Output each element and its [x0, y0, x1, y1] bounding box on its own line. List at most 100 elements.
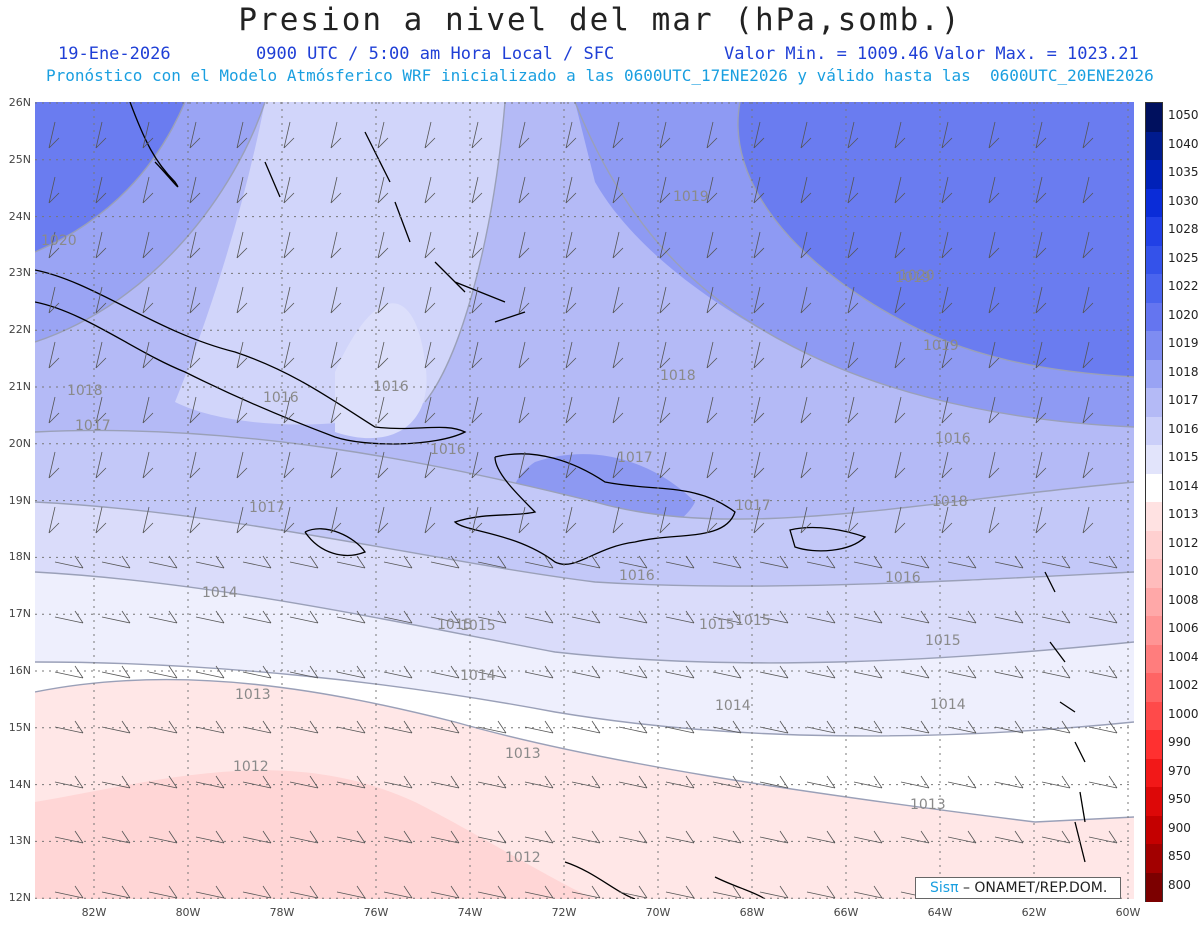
colorbar-level-label: 900 — [1168, 820, 1191, 835]
wind-barb — [477, 885, 507, 899]
wind-barb — [283, 341, 295, 369]
wind-barb — [95, 341, 107, 369]
pressure-band-1016-cuba — [335, 303, 427, 439]
wind-barb — [988, 451, 1000, 479]
wind-barb — [994, 720, 1024, 734]
wind-barb — [377, 396, 389, 424]
wind-barb — [242, 830, 272, 844]
latitude-label: 22N — [8, 323, 31, 337]
isobar-label: 1015 — [437, 617, 473, 633]
puerto-rico-coast — [789, 526, 867, 552]
wind-barb — [941, 231, 953, 259]
wind-barb — [665, 555, 695, 569]
wind-barb — [806, 885, 836, 899]
colorbar-swatch — [1146, 587, 1162, 617]
bahamas-islands — [264, 131, 526, 323]
wind-barb — [330, 286, 342, 314]
colorbar-level-label: 1012 — [1168, 535, 1199, 550]
isobar-label: 1014 — [715, 698, 751, 714]
wind-barb — [477, 610, 507, 624]
wind-barb — [712, 665, 742, 679]
wind-barb — [941, 176, 953, 204]
latitude-label: 20N — [8, 436, 31, 450]
colorbar-level-label: 1004 — [1168, 649, 1199, 664]
colorbar-level-label: 970 — [1168, 763, 1191, 778]
colorbar-level-label: 1020 — [1168, 307, 1199, 322]
longitude-label: 78W — [269, 906, 295, 919]
wind-barb — [1041, 775, 1071, 789]
wind-barb — [48, 506, 60, 534]
wind-barb — [712, 775, 742, 789]
wind-barb — [618, 830, 648, 844]
wind-barb — [377, 176, 389, 204]
wind-barb — [189, 121, 201, 149]
colorbar-swatch — [1146, 644, 1162, 674]
map-title: Presion a nivel del mar (hPa,somb.) — [238, 2, 962, 38]
wind-barb — [383, 610, 413, 624]
wind-barb — [1041, 720, 1071, 734]
wind-barb — [612, 121, 624, 149]
colorbar-level-label: 1022 — [1168, 279, 1199, 294]
wind-barb — [659, 506, 671, 534]
wind-barb — [1035, 231, 1047, 259]
wind-barb — [759, 885, 789, 899]
colorbar-level-label: 800 — [1168, 877, 1191, 892]
wind-barb — [48, 121, 60, 149]
pressure-map: 1020 1019 1019 1020 1019 1018 1018 1017 1016 1016… — [35, 102, 1134, 899]
wind-barb — [524, 830, 554, 844]
wind-barb — [377, 121, 389, 149]
wind-barb — [800, 231, 812, 259]
forecast-date: 19-Ene-2026 — [58, 44, 171, 64]
wind-barb — [383, 665, 413, 679]
wind-barb — [894, 451, 906, 479]
wind-barb — [800, 341, 812, 369]
isobar-label: 1016 — [619, 568, 655, 584]
wind-barb — [471, 396, 483, 424]
wind-barb — [1088, 720, 1118, 734]
wind-barb — [148, 720, 178, 734]
wind-barb — [377, 341, 389, 369]
pressure-band-1019-northeast — [575, 102, 1134, 427]
wind-barb — [518, 231, 530, 259]
wind-barb — [142, 506, 154, 534]
wind-barb — [712, 555, 742, 569]
isobar-label: 1014 — [930, 697, 966, 713]
wind-barb — [1088, 775, 1118, 789]
wind-barb — [48, 341, 60, 369]
wind-barb — [518, 396, 530, 424]
wind-barb — [242, 775, 272, 789]
isobar-label: 1020 — [41, 233, 77, 249]
wind-barb — [618, 720, 648, 734]
latitude-label: 12N — [8, 891, 31, 905]
wind-barb — [289, 720, 319, 734]
wind-barb — [900, 665, 930, 679]
wind-barb — [54, 665, 84, 679]
wind-barb — [1035, 121, 1047, 149]
wind-barb — [101, 720, 131, 734]
wind-barb — [800, 506, 812, 534]
colorbar-swatch — [1146, 616, 1162, 645]
wind-barb — [994, 555, 1024, 569]
wind-barb — [336, 555, 366, 569]
colorbar-level-label: 1015 — [1168, 450, 1199, 465]
wind-barb — [383, 775, 413, 789]
wind-barb — [1041, 555, 1071, 569]
isobar-label: 1019 — [895, 270, 931, 286]
contour-labels: 1020101910191020101910181018101710161016… — [41, 189, 971, 866]
wind-barb — [336, 830, 366, 844]
wind-barb — [471, 176, 483, 204]
latitude-label: 25N — [8, 152, 31, 166]
latitude-label: 16N — [8, 664, 31, 677]
wind-barb — [665, 885, 695, 899]
wind-barb — [941, 121, 953, 149]
wind-barb — [518, 176, 530, 204]
wind-barb — [665, 665, 695, 679]
wind-barb — [336, 885, 366, 899]
wind-barb — [524, 775, 554, 789]
wind-barb — [195, 555, 225, 569]
latitude-label: 26N — [8, 96, 31, 109]
wind-barb — [236, 506, 248, 534]
isobar-label: 1019 — [673, 189, 709, 205]
colorbar-swatch — [1146, 103, 1162, 132]
wind-barb — [430, 830, 460, 844]
